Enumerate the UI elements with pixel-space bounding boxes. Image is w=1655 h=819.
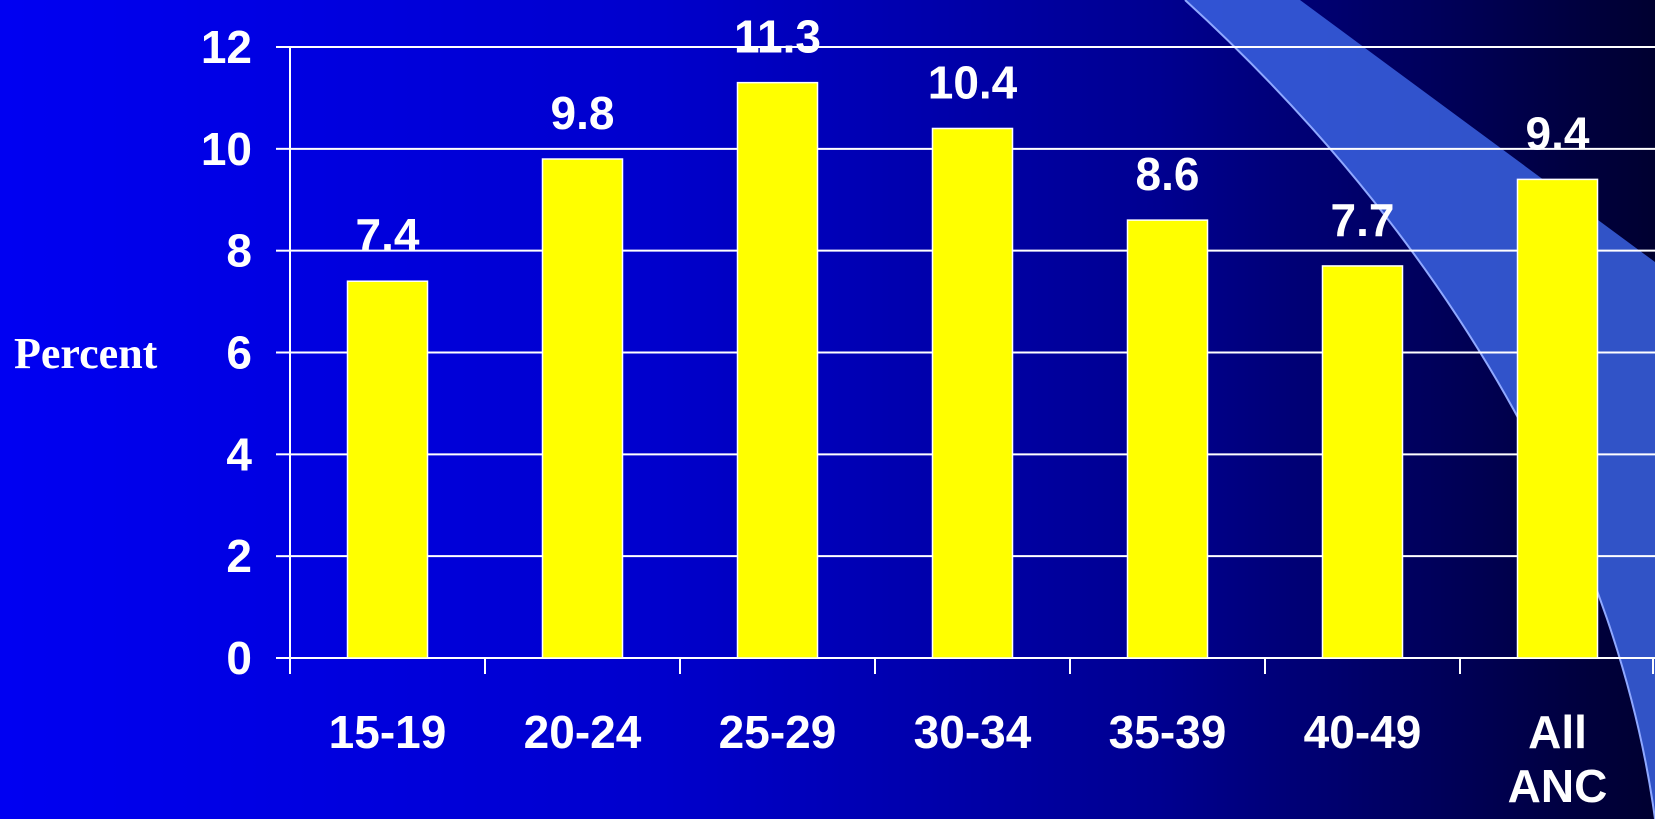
data-labels: 7.4 9.8 11.3 10.4 8.6 7.7 9.4: [356, 11, 1590, 262]
x-tick-label: 20-24: [524, 706, 642, 758]
y-tick-label: 8: [226, 225, 252, 277]
x-tick-label-line: All: [1528, 706, 1587, 758]
x-tick-label: 30-34: [914, 706, 1032, 758]
data-label: 11.3: [734, 11, 821, 63]
data-label: 7.4: [356, 209, 420, 261]
x-tick-labels: 15-19 20-24 25-29 30-34 35-39 40-49 All ANC: [329, 706, 1608, 812]
y-axis-title: Percent: [14, 329, 158, 378]
bar: [1126, 219, 1209, 659]
bar: [931, 127, 1014, 659]
x-tick-label: 35-39: [1109, 706, 1227, 758]
bar: [1516, 178, 1599, 659]
bar: [541, 158, 624, 659]
bars: [346, 81, 1599, 659]
x-tick-label-line: 35-39: [1109, 706, 1227, 758]
x-tick-label: 25-29: [719, 706, 837, 758]
data-label: 9.4: [1526, 107, 1590, 159]
bar: [736, 81, 819, 659]
y-tick-label: 0: [226, 632, 252, 684]
x-tick-label: All ANC: [1508, 706, 1608, 812]
data-label: 8.6: [1136, 148, 1200, 200]
x-tick-label-line: 20-24: [524, 706, 642, 758]
data-label: 10.4: [928, 56, 1018, 108]
x-tick-label-line: ANC: [1508, 760, 1608, 812]
y-tick-label: 12: [201, 21, 252, 73]
y-tick-label: 10: [201, 123, 252, 175]
y-tick-labels: 0 2 4 6 8 10 12: [201, 21, 253, 684]
y-tick-label: 6: [226, 327, 252, 379]
data-label: 9.8: [551, 87, 615, 139]
x-tick-label-line: 25-29: [719, 706, 837, 758]
x-tick-label: 40-49: [1304, 706, 1422, 758]
swoosh-edge: [1184, 0, 1655, 819]
bar: [346, 280, 429, 659]
gridlines: [290, 46, 1655, 558]
x-tick-label-line: 30-34: [914, 706, 1032, 758]
x-tick-label-line: 15-19: [329, 706, 447, 758]
x-tick-label-line: 40-49: [1304, 706, 1422, 758]
y-tick-label: 2: [226, 530, 252, 582]
bar: [1321, 265, 1404, 659]
data-label: 7.7: [1331, 194, 1395, 246]
y-tick-label: 4: [226, 428, 252, 480]
x-tick-label: 15-19: [329, 706, 447, 758]
